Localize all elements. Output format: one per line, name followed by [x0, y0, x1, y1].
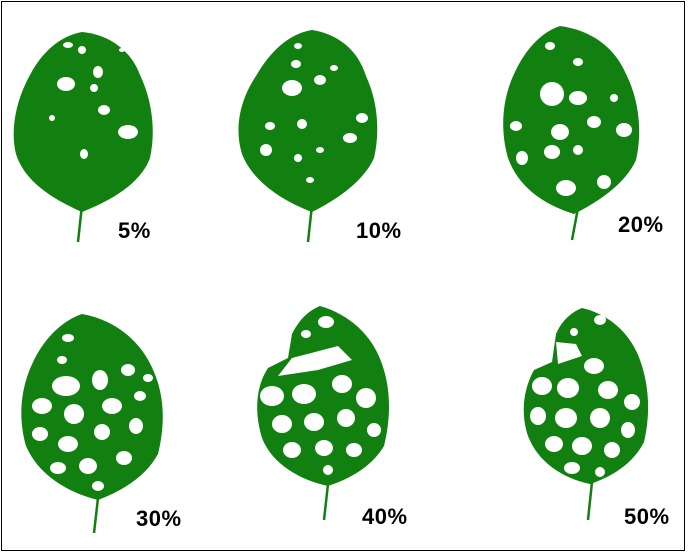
leaf-panel-10: 10% [230, 20, 420, 245]
leaf-40-icon [257, 306, 389, 521]
leaf-5-blade [13, 32, 153, 212]
leaf-panel-50: 50% [516, 304, 686, 530]
leaf-40-label: 40% [362, 504, 408, 529]
leaf-30-label: 30% [136, 506, 182, 531]
leaf-20-stem [570, 207, 580, 241]
leaf-30-icon [21, 314, 163, 534]
leaf-20-icon [503, 26, 640, 241]
leaf-50-label: 50% [624, 504, 670, 529]
leaf-5-icon [13, 32, 153, 243]
leaf-30-holes [32, 334, 153, 491]
leaf-10-blade [238, 30, 378, 212]
leaf-20-blade [503, 26, 640, 214]
leaf-40-blade [257, 306, 389, 486]
leaf-5-label: 5% [118, 218, 151, 243]
leaf-40-stem [322, 483, 330, 521]
leaf-10-icon [238, 30, 378, 243]
leaf-40-holes [260, 316, 381, 475]
leaf-10-holes [260, 43, 368, 183]
leaf-20-label: 20% [618, 212, 664, 237]
leaf-20-holes [510, 42, 632, 196]
leaf-50-icon [523, 308, 649, 521]
leaf-5-holes [49, 42, 138, 159]
leaf-panel-20: 20% [490, 18, 680, 243]
leaf-panel-30: 30% [12, 308, 212, 538]
leaf-panel-5: 5% [10, 20, 180, 245]
leaf-50-holes [530, 315, 640, 477]
leaf-panel-40: 40% [248, 300, 448, 530]
leaf-30-stem [92, 497, 100, 534]
leaf-50-stem [586, 481, 594, 521]
leaf-10-label: 10% [356, 218, 402, 243]
